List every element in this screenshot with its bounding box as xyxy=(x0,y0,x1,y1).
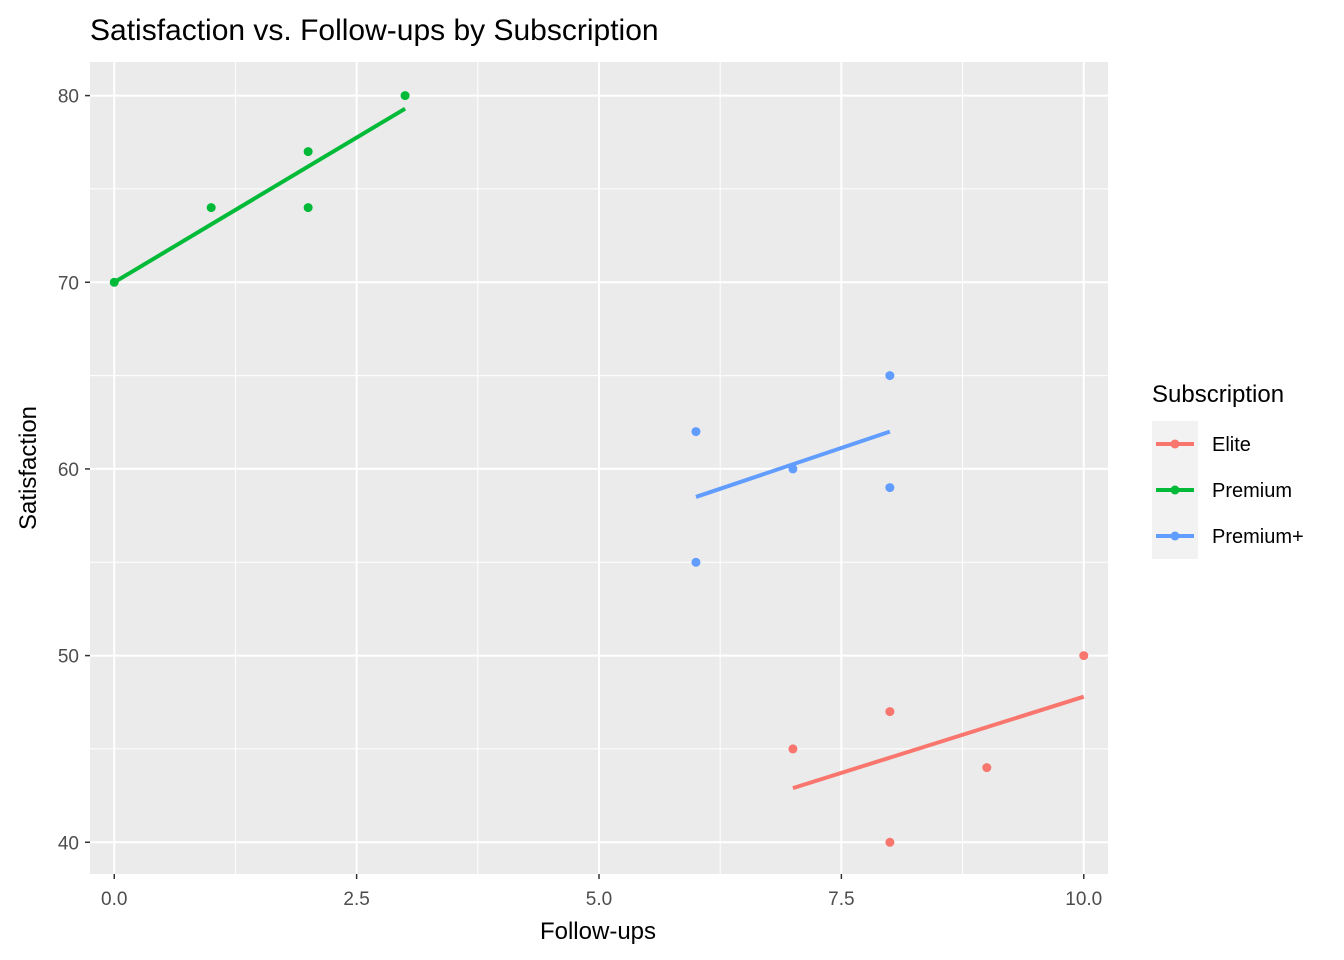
trend-lines xyxy=(113,106,1085,791)
point-premium xyxy=(400,91,410,101)
legend-item-elite: Elite xyxy=(1152,421,1251,467)
x-axis-title: Follow-ups xyxy=(540,918,656,945)
legend-item-premium: Premium xyxy=(1152,467,1292,513)
legend-key-point xyxy=(1170,439,1180,449)
y-tick-label: 80 xyxy=(58,87,79,108)
legend-key-point xyxy=(1170,485,1180,495)
chart-title: Satisfaction vs. Follow-ups by Subscript… xyxy=(90,14,659,47)
y-axis-ticks: 40 50 60 70 80 xyxy=(58,87,90,854)
legend-title: Subscription xyxy=(1152,381,1284,408)
y-tick-label: 60 xyxy=(58,460,79,481)
x-tick-label: 5.0 xyxy=(586,889,612,910)
y-tick-label: 40 xyxy=(58,833,79,854)
trend-line-elite xyxy=(792,694,1085,791)
point-premium xyxy=(303,147,313,157)
legend-key-point xyxy=(1170,531,1180,541)
y-tick-label: 70 xyxy=(58,273,79,294)
x-tick-label: 10.0 xyxy=(1065,889,1102,910)
x-tick-label: 0.0 xyxy=(101,889,127,910)
point-premium-plus xyxy=(885,483,895,493)
point-premium xyxy=(109,277,119,287)
point-elite xyxy=(885,837,895,847)
data-points xyxy=(109,91,1089,847)
point-premium xyxy=(303,203,313,213)
legend-label: Premium+ xyxy=(1212,526,1304,548)
point-elite xyxy=(1079,651,1089,661)
point-premium-plus xyxy=(788,464,798,474)
legend-label: Premium xyxy=(1212,480,1292,502)
x-axis-ticks: 0.0 2.5 5.0 7.5 10.0 xyxy=(101,874,1102,910)
point-elite xyxy=(982,763,992,773)
major-gridlines xyxy=(90,62,1108,874)
point-premium-plus xyxy=(691,557,701,567)
y-tick-label: 50 xyxy=(58,647,79,668)
point-premium-plus xyxy=(691,427,701,437)
point-premium-plus xyxy=(885,371,895,381)
y-axis-title: Satisfaction xyxy=(15,406,42,530)
point-elite xyxy=(788,744,798,754)
point-premium xyxy=(206,203,216,213)
legend-item-premium-plus: Premium+ xyxy=(1152,513,1304,559)
legend-label: Elite xyxy=(1212,434,1251,456)
x-tick-label: 7.5 xyxy=(828,889,854,910)
legend: Subscription Elite Premium Premium+ xyxy=(1152,381,1304,559)
trend-line-premium-plus xyxy=(695,429,891,499)
x-tick-label: 2.5 xyxy=(343,889,369,910)
point-elite xyxy=(885,707,895,717)
trend-line-premium xyxy=(113,106,407,284)
